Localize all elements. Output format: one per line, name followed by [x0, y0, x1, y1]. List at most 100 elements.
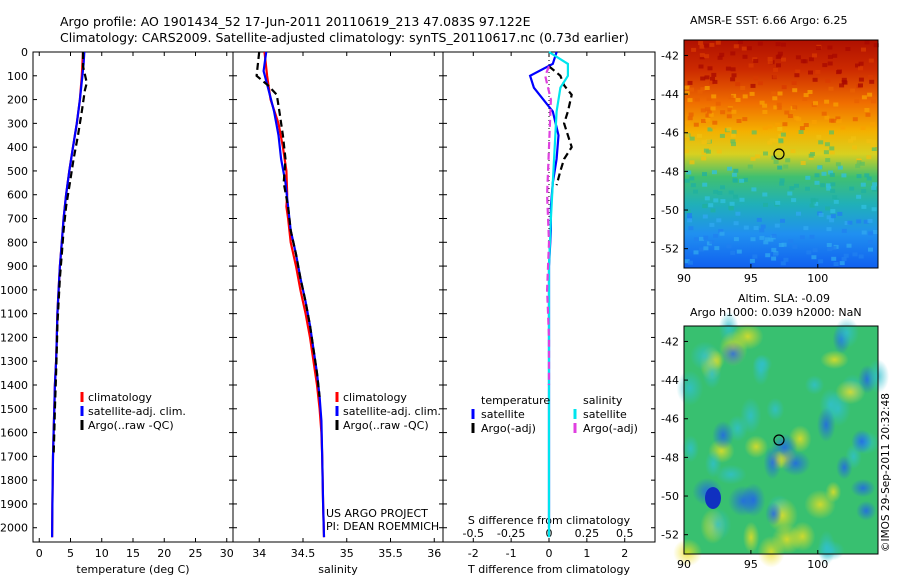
sst-texture-cell	[740, 86, 746, 90]
sla-texture-blob	[771, 524, 803, 555]
x-tick-label: 35.5	[378, 547, 403, 560]
sst-texture-cell	[824, 142, 830, 147]
sst-texture-cell	[783, 164, 789, 169]
sst-texture-cell	[856, 219, 862, 224]
sst-texture-cell	[830, 214, 836, 219]
sst-texture-cell	[716, 218, 722, 223]
sst-texture-cell	[870, 122, 875, 127]
sst-texture-cell	[856, 174, 862, 179]
y-tick-label: 200	[7, 94, 28, 107]
sst-texture-cell	[808, 57, 814, 62]
y-tick-label: 800	[7, 236, 28, 249]
sla-texture-blob	[820, 350, 849, 370]
sla-texture-blob	[673, 538, 703, 567]
sst-texture-cell	[753, 58, 759, 63]
sst-texture-cell	[687, 116, 693, 121]
sst-texture-cell	[866, 176, 872, 181]
sla-texture-blob	[816, 540, 845, 561]
sst-texture-cell	[714, 246, 720, 251]
sst-texture-cell	[794, 116, 800, 121]
sst-texture-cell	[727, 166, 733, 171]
sst-texture-cell	[829, 172, 835, 177]
sla-texture-blob	[834, 317, 859, 349]
sst-texture-cell	[795, 69, 801, 74]
legend-label: climatology	[88, 391, 152, 404]
sst-texture-cell	[791, 81, 797, 85]
map-x-tick-label: 90	[677, 558, 691, 571]
sst-texture-cell	[870, 99, 876, 104]
sst-texture-cell	[755, 154, 761, 159]
x-top-tick-label: 0.25	[575, 527, 600, 540]
sst-texture-cell	[687, 98, 693, 103]
sst-texture-cell	[762, 103, 768, 108]
sst-texture-cell	[833, 102, 839, 107]
sst-texture-cell	[841, 77, 847, 82]
sst-texture-cell	[728, 95, 734, 100]
x-tick-label: 10	[95, 547, 109, 560]
sst-texture-cell	[691, 47, 697, 52]
sst-texture-cell	[827, 45, 833, 50]
sst-texture-cell	[833, 262, 839, 266]
sst-texture-cell	[709, 222, 715, 227]
sla-map-title-1: Altim. SLA: -0.09	[738, 292, 830, 305]
sst-texture-cell	[735, 211, 741, 216]
map-x-tick-label: 100	[807, 272, 828, 285]
sst-texture-cell	[851, 136, 856, 141]
sst-texture-cell	[687, 80, 693, 85]
sst-texture-cell	[703, 246, 709, 251]
x-tick-label: 35	[340, 547, 354, 560]
sst-texture-cell	[831, 246, 837, 250]
sst-texture-cell	[832, 195, 838, 200]
sst-texture-cell	[803, 93, 809, 98]
sst-texture-cell	[792, 88, 798, 93]
x-tick-label: 34.5	[291, 547, 316, 560]
sst-texture-cell	[735, 98, 741, 102]
title-line-2: Climatology: CARS2009. Satellite-adjuste…	[60, 30, 629, 45]
legend-label: satellite	[583, 408, 627, 421]
y-tick-label: 100	[7, 70, 28, 83]
sst-texture-cell	[749, 258, 755, 263]
sst-texture-cell	[830, 209, 836, 214]
sst-texture-cell	[704, 196, 710, 201]
sst-texture-cell	[827, 54, 833, 59]
sst-texture-cell	[686, 170, 692, 175]
sla-texture-blob	[704, 508, 732, 541]
sst-texture-cell	[719, 231, 725, 236]
sst-texture-cell	[780, 218, 785, 223]
sst-texture-cell	[866, 155, 872, 160]
sst-texture-cell	[841, 256, 847, 261]
sst-texture-cell	[689, 136, 695, 141]
sst-texture-cell	[707, 127, 713, 132]
legend-label: satellite-adj. clim.	[88, 405, 186, 418]
sst-texture-cell	[852, 145, 857, 150]
sst-texture-cell	[742, 177, 748, 182]
legend-label: satellite-adj. clim.	[343, 405, 441, 418]
sst-texture-cell	[705, 149, 711, 154]
x-top-tick-label: 0.5	[616, 527, 634, 540]
sst-texture-cell	[772, 96, 778, 101]
sst-texture-cell	[727, 107, 733, 112]
sst-texture-cell	[753, 226, 759, 230]
sst-texture-cell	[826, 186, 832, 191]
sst-texture-cell	[775, 54, 781, 59]
sst-texture-cell	[855, 63, 860, 68]
sst-texture-cell	[773, 105, 779, 110]
sst-texture-cell	[753, 76, 759, 81]
sst-texture-cell	[849, 186, 855, 191]
sst-texture-cell	[871, 185, 877, 190]
sst-texture-cell	[690, 183, 696, 188]
sst-texture-cell	[762, 110, 768, 114]
sst-texture-cell	[763, 202, 768, 207]
sst-texture-cell	[711, 170, 717, 175]
sst-texture-cell	[818, 212, 824, 217]
sst-texture-cell	[767, 60, 773, 64]
sst-texture-cell	[820, 183, 826, 188]
sst-texture-cell	[813, 198, 819, 203]
sla-texture-blob	[766, 397, 785, 421]
sst-texture-cell	[713, 189, 719, 194]
legend-header-temperature: temperature	[481, 394, 550, 407]
sst-texture-cell	[693, 122, 699, 127]
sst-texture-cell	[704, 75, 710, 80]
sst-texture-cell	[836, 119, 842, 123]
sst-texture-cell	[803, 123, 809, 127]
